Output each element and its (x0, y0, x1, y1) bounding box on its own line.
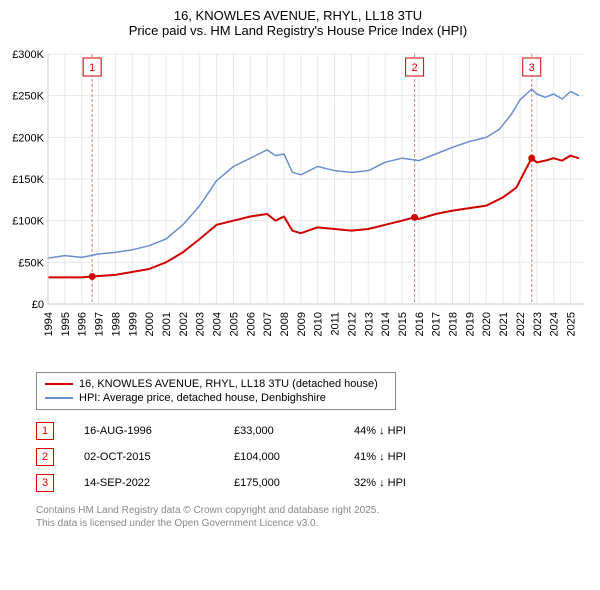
svg-text:1996: 1996 (77, 312, 89, 336)
svg-text:2001: 2001 (161, 312, 173, 336)
svg-text:2012: 2012 (346, 312, 358, 336)
marker-number-box: 3 (36, 474, 54, 492)
svg-text:2004: 2004 (212, 312, 224, 336)
chart: £0 £50K £100K £150K £200K £250K £300K 1994 1995 1… (8, 46, 588, 366)
svg-text:£50K: £50K (18, 257, 44, 269)
legend-swatch (45, 383, 73, 385)
svg-text:2016: 2016 (414, 312, 426, 336)
legend-item: HPI: Average price, detached house, Denb… (45, 391, 387, 405)
svg-text:2011: 2011 (330, 312, 342, 336)
svg-text:£0: £0 (32, 299, 44, 311)
svg-text:2008: 2008 (279, 312, 291, 336)
svg-text:£300K: £300K (12, 49, 44, 61)
legend: 16, KNOWLES AVENUE, RHYL, LL18 3TU (deta… (36, 372, 396, 410)
svg-text:1994: 1994 (43, 312, 55, 336)
svg-text:1: 1 (89, 62, 95, 74)
svg-text:1999: 1999 (127, 312, 139, 336)
marker-diff: 41% ↓ HPI (354, 444, 474, 470)
svg-text:2002: 2002 (178, 312, 190, 336)
marker-date: 16-AUG-1996 (84, 418, 234, 444)
svg-text:2017: 2017 (431, 312, 443, 336)
marker-date: 14-SEP-2022 (84, 470, 234, 496)
marker-row: 2 02-OCT-2015£104,00041% ↓ HPI (36, 444, 474, 470)
svg-text:2006: 2006 (245, 312, 257, 336)
marker-row: 3 14-SEP-2022£175,00032% ↓ HPI (36, 470, 474, 496)
svg-text:1997: 1997 (94, 312, 106, 336)
svg-text:1995: 1995 (60, 312, 72, 336)
svg-text:2022: 2022 (515, 312, 527, 336)
svg-text:2018: 2018 (448, 312, 460, 336)
marker-date: 02-OCT-2015 (84, 444, 234, 470)
svg-text:2000: 2000 (144, 312, 156, 336)
footer-line2: This data is licensed under the Open Gov… (36, 517, 588, 530)
marker-diff: 32% ↓ HPI (354, 470, 474, 496)
markers-table: 1 16-AUG-1996£33,00044% ↓ HPI 2 02-OCT-2015… (36, 418, 474, 496)
svg-text:2014: 2014 (380, 312, 392, 336)
svg-text:2019: 2019 (464, 312, 476, 336)
svg-text:2021: 2021 (498, 312, 510, 336)
svg-text:2020: 2020 (481, 312, 493, 336)
svg-text:£100K: £100K (12, 216, 44, 228)
svg-text:2003: 2003 (195, 312, 207, 336)
footer: Contains HM Land Registry data © Crown c… (36, 504, 588, 530)
marker-price: £175,000 (234, 470, 354, 496)
marker-row: 1 16-AUG-1996£33,00044% ↓ HPI (36, 418, 474, 444)
footer-line1: Contains HM Land Registry data © Crown c… (36, 504, 588, 517)
title-sub: Price paid vs. HM Land Registry's House … (8, 23, 588, 38)
svg-text:2010: 2010 (313, 312, 325, 336)
chart-svg: £0 £50K £100K £150K £200K £250K £300K 1994 1995 1… (8, 46, 588, 366)
legend-label: HPI: Average price, detached house, Denb… (79, 392, 326, 404)
svg-text:2025: 2025 (566, 312, 578, 336)
svg-text:2: 2 (412, 62, 418, 74)
svg-text:2013: 2013 (363, 312, 375, 336)
marker-number-box: 2 (36, 448, 54, 466)
svg-text:3: 3 (529, 62, 535, 74)
marker-price: £104,000 (234, 444, 354, 470)
marker-number-box: 1 (36, 422, 54, 440)
svg-text:£250K: £250K (12, 91, 44, 103)
svg-text:2015: 2015 (397, 312, 409, 336)
marker-price: £33,000 (234, 418, 354, 444)
title-main: 16, KNOWLES AVENUE, RHYL, LL18 3TU (8, 8, 588, 23)
svg-text:2007: 2007 (262, 312, 274, 336)
legend-item: 16, KNOWLES AVENUE, RHYL, LL18 3TU (deta… (45, 377, 387, 391)
svg-text:2023: 2023 (532, 312, 544, 336)
svg-text:£150K: £150K (12, 174, 44, 186)
marker-diff: 44% ↓ HPI (354, 418, 474, 444)
svg-text:2024: 2024 (549, 312, 561, 336)
svg-text:£200K: £200K (12, 132, 44, 144)
svg-text:2005: 2005 (228, 312, 240, 336)
svg-text:1998: 1998 (110, 312, 122, 336)
svg-text:2009: 2009 (296, 312, 308, 336)
legend-swatch (45, 397, 73, 399)
legend-label: 16, KNOWLES AVENUE, RHYL, LL18 3TU (deta… (79, 378, 378, 390)
